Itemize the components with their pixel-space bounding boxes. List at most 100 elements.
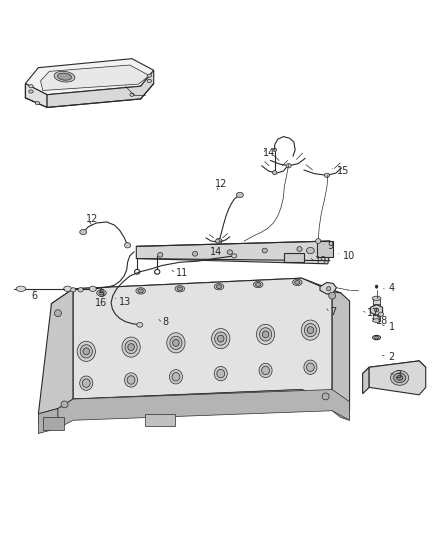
Text: 2: 2 — [389, 352, 395, 361]
Ellipse shape — [316, 239, 321, 244]
Ellipse shape — [259, 364, 272, 377]
Polygon shape — [39, 289, 73, 414]
Ellipse shape — [396, 375, 403, 380]
Ellipse shape — [237, 192, 244, 198]
Ellipse shape — [372, 296, 381, 301]
Text: 9: 9 — [328, 241, 334, 252]
Ellipse shape — [124, 373, 138, 387]
Ellipse shape — [158, 253, 163, 257]
Bar — [145, 414, 176, 425]
Polygon shape — [41, 65, 149, 91]
Ellipse shape — [77, 341, 95, 361]
Ellipse shape — [215, 332, 227, 345]
Ellipse shape — [214, 367, 227, 381]
Ellipse shape — [212, 328, 230, 349]
Text: 18: 18 — [376, 316, 388, 326]
Ellipse shape — [326, 287, 331, 291]
Ellipse shape — [328, 292, 336, 299]
Ellipse shape — [29, 85, 33, 88]
Ellipse shape — [57, 73, 71, 80]
Ellipse shape — [262, 331, 269, 338]
Text: 3: 3 — [395, 370, 401, 380]
Ellipse shape — [136, 288, 145, 294]
Text: 4: 4 — [389, 282, 395, 293]
Polygon shape — [39, 390, 350, 423]
Text: 15: 15 — [336, 166, 349, 176]
Ellipse shape — [99, 291, 104, 295]
Ellipse shape — [71, 288, 76, 292]
Ellipse shape — [307, 247, 314, 254]
Polygon shape — [363, 367, 369, 394]
Ellipse shape — [393, 373, 406, 383]
Ellipse shape — [297, 247, 302, 252]
Ellipse shape — [217, 369, 225, 378]
Ellipse shape — [54, 310, 61, 317]
Polygon shape — [25, 84, 47, 108]
Ellipse shape — [378, 312, 384, 317]
Ellipse shape — [83, 348, 89, 355]
Polygon shape — [136, 241, 330, 264]
Ellipse shape — [216, 238, 222, 244]
Ellipse shape — [192, 252, 198, 256]
Ellipse shape — [253, 281, 263, 288]
Ellipse shape — [173, 340, 179, 346]
Ellipse shape — [261, 366, 269, 375]
Bar — [317, 241, 333, 257]
Text: 8: 8 — [162, 317, 169, 327]
Ellipse shape — [227, 250, 233, 255]
Ellipse shape — [167, 333, 185, 353]
Bar — [373, 298, 380, 320]
Text: 11: 11 — [176, 268, 188, 278]
Ellipse shape — [122, 337, 140, 357]
Polygon shape — [25, 59, 154, 95]
Ellipse shape — [170, 336, 182, 350]
Ellipse shape — [127, 376, 135, 384]
Ellipse shape — [322, 393, 329, 400]
Ellipse shape — [138, 289, 143, 293]
Ellipse shape — [374, 336, 379, 339]
Text: 14: 14 — [262, 148, 275, 158]
Ellipse shape — [125, 341, 137, 354]
Polygon shape — [51, 278, 341, 312]
Ellipse shape — [259, 328, 272, 341]
Polygon shape — [39, 409, 58, 433]
Ellipse shape — [175, 286, 185, 292]
Ellipse shape — [35, 102, 40, 105]
Text: 19: 19 — [315, 256, 327, 266]
Ellipse shape — [293, 279, 302, 286]
Ellipse shape — [16, 286, 26, 292]
Text: 12: 12 — [86, 214, 99, 224]
Bar — [43, 417, 64, 430]
Polygon shape — [320, 282, 336, 294]
Polygon shape — [332, 292, 350, 411]
Ellipse shape — [216, 285, 222, 288]
Ellipse shape — [391, 370, 409, 385]
Ellipse shape — [255, 282, 261, 286]
Ellipse shape — [262, 248, 267, 253]
Bar — [284, 253, 304, 262]
Ellipse shape — [324, 173, 329, 177]
Ellipse shape — [307, 327, 314, 334]
Ellipse shape — [147, 79, 152, 83]
Ellipse shape — [256, 324, 275, 344]
Ellipse shape — [272, 171, 277, 175]
Ellipse shape — [215, 239, 220, 243]
Text: 5: 5 — [99, 289, 105, 299]
Text: 14: 14 — [210, 247, 223, 257]
Ellipse shape — [172, 373, 180, 381]
Ellipse shape — [375, 285, 378, 288]
Ellipse shape — [374, 308, 379, 312]
Ellipse shape — [147, 74, 152, 77]
Text: 1: 1 — [389, 322, 395, 333]
Polygon shape — [369, 361, 426, 395]
Ellipse shape — [214, 284, 224, 290]
Ellipse shape — [80, 229, 87, 235]
Polygon shape — [47, 70, 154, 108]
Text: 17: 17 — [367, 308, 379, 318]
Ellipse shape — [177, 287, 183, 290]
Ellipse shape — [232, 254, 237, 258]
Polygon shape — [363, 361, 426, 380]
Polygon shape — [371, 305, 382, 316]
Ellipse shape — [286, 164, 291, 168]
Ellipse shape — [124, 243, 131, 248]
